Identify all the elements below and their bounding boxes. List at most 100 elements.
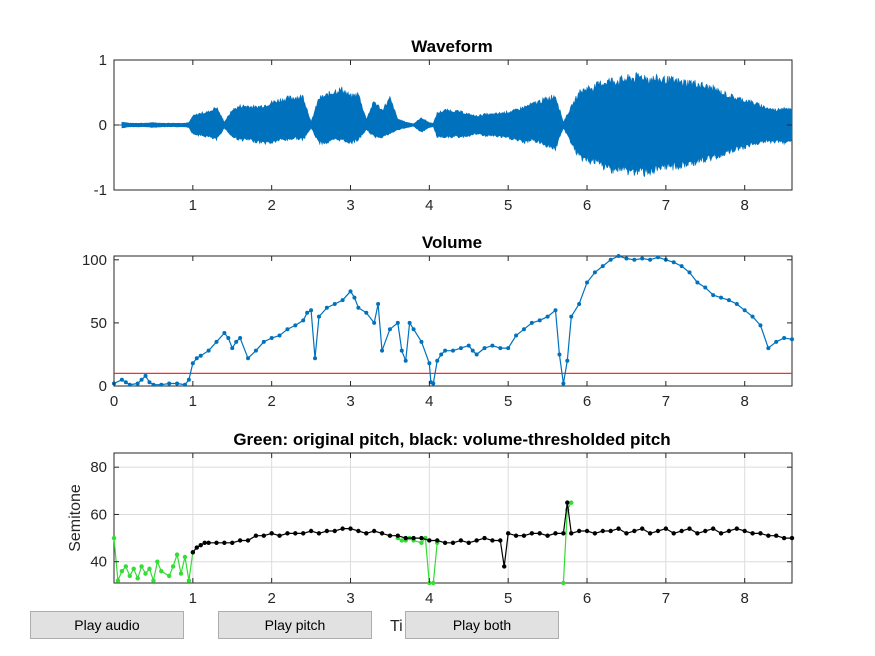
play-audio-button[interactable]: Play audio xyxy=(30,611,184,639)
volume-point xyxy=(352,295,357,300)
original-pitch-point xyxy=(159,568,164,574)
volume-point xyxy=(313,356,318,361)
volume-point xyxy=(316,314,321,319)
thresholded-pitch-point xyxy=(474,538,479,543)
volume-point xyxy=(470,348,475,353)
volume-point xyxy=(253,348,258,353)
volume-point xyxy=(277,333,282,338)
thresholded-pitch-point xyxy=(663,526,669,531)
volume-point xyxy=(774,339,779,344)
original-pitch-point xyxy=(155,559,160,564)
volume-point xyxy=(758,323,763,328)
volume-point xyxy=(198,353,203,358)
volume-axes: Volume 0 1 2 3 4 5 6 7 8 0 50 100 xyxy=(82,233,794,410)
original-pitch-point xyxy=(139,564,144,569)
original-pitch-point xyxy=(119,568,125,574)
thresholded-pitch-point xyxy=(387,533,393,538)
volume-point xyxy=(147,380,152,385)
original-pitch-point xyxy=(115,578,121,583)
original-pitch-point xyxy=(186,578,192,583)
thresholded-pitch-point xyxy=(237,538,243,543)
thresholded-pitch-point xyxy=(608,528,613,534)
y-tick-label: 0 xyxy=(99,378,107,395)
y-tick-label: 80 xyxy=(90,459,107,476)
thresholded-pitch-point xyxy=(245,538,251,543)
volume-point xyxy=(226,336,231,341)
volume-point xyxy=(482,346,487,351)
original-pitch-point xyxy=(431,580,436,586)
volume-point xyxy=(537,318,542,323)
thresholded-pitch-point xyxy=(466,540,471,546)
x-tick-label: 5 xyxy=(504,197,512,214)
thresholded-pitch-point xyxy=(781,535,787,541)
original-pitch-point xyxy=(569,500,574,505)
thresholded-pitch-point xyxy=(537,531,542,536)
volume-point xyxy=(529,320,534,325)
volume-point xyxy=(640,256,645,261)
thresholded-pitch-point xyxy=(364,531,369,536)
thresholded-pitch-point xyxy=(632,528,637,534)
volume-point xyxy=(139,377,144,382)
x-tick-label: 7 xyxy=(662,590,670,607)
thresholded-pitch-point xyxy=(308,528,314,534)
waveform-plot xyxy=(117,72,793,178)
thresholded-pitch-point xyxy=(427,538,432,543)
thresholded-pitch-point xyxy=(395,533,401,538)
thresholded-pitch-point xyxy=(584,528,590,534)
volume-point xyxy=(143,373,148,378)
thresholded-pitch-point xyxy=(206,540,211,546)
volume-point xyxy=(269,336,274,341)
volume-point xyxy=(608,257,613,262)
thresholded-pitch-point xyxy=(340,526,345,531)
thresholded-pitch-point xyxy=(293,531,298,536)
volume-point xyxy=(182,382,187,387)
hidden-xlabel-fragment: Ti xyxy=(390,618,403,635)
thresholded-pitch-point xyxy=(348,526,353,531)
volume-point xyxy=(230,346,235,351)
volume-point xyxy=(427,361,432,366)
pitch-plot xyxy=(111,500,795,586)
volume-point xyxy=(726,298,731,303)
volume-point xyxy=(648,257,653,262)
thresholded-pitch-point xyxy=(277,533,282,538)
volume-point xyxy=(458,346,463,351)
thresholded-pitch-point xyxy=(458,538,464,543)
thresholded-pitch-point xyxy=(194,545,199,550)
x-tick-label: 6 xyxy=(583,197,591,214)
thresholded-pitch-point xyxy=(285,531,290,536)
volume-point xyxy=(372,320,377,325)
volume-point xyxy=(577,301,582,306)
y-tick-label: 60 xyxy=(90,506,107,523)
original-pitch-point xyxy=(399,538,404,543)
original-pitch-point xyxy=(143,571,148,576)
thresholded-pitch-point xyxy=(371,528,377,534)
x-tick-label: 1 xyxy=(189,393,197,410)
volume-point xyxy=(190,361,195,366)
y-tick-label: 0 xyxy=(99,117,107,134)
play-pitch-button[interactable]: Play pitch xyxy=(218,611,372,639)
volume-point xyxy=(411,327,416,332)
x-tick-label: 1 xyxy=(189,590,197,607)
pitch-plot-area xyxy=(113,452,793,584)
x-tick-label: 6 xyxy=(583,393,591,410)
x-tick-label: 0 xyxy=(110,393,118,410)
volume-point xyxy=(565,358,570,363)
x-tick-label: 4 xyxy=(425,590,433,607)
y-tick-label: 1 xyxy=(99,52,107,69)
thresholded-pitch-point xyxy=(356,528,361,534)
thresholded-pitch-point xyxy=(742,528,747,534)
original-pitch-point xyxy=(111,535,117,541)
volume-point xyxy=(419,339,424,344)
x-tick-label: 8 xyxy=(741,197,749,214)
volume-point xyxy=(451,348,455,353)
thresholded-pitch-point xyxy=(324,528,330,534)
x-tick-label: 3 xyxy=(346,197,354,214)
volume-point xyxy=(135,381,140,386)
play-both-button[interactable]: Play both xyxy=(405,611,559,639)
volume-point xyxy=(466,343,471,348)
volume-series-line xyxy=(113,255,793,386)
thresholded-pitch-point xyxy=(214,540,219,546)
x-tick-label: 5 xyxy=(504,393,512,410)
volume-point xyxy=(332,301,337,306)
volume-point xyxy=(514,333,519,338)
